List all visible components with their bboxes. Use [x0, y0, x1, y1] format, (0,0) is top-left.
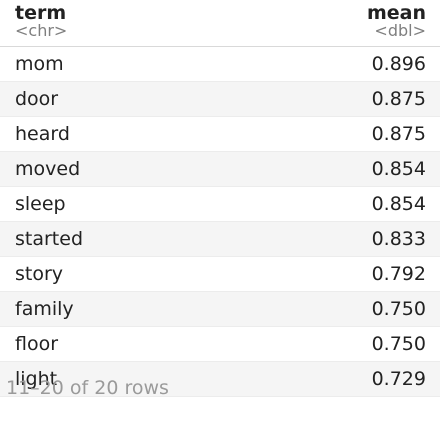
cell-mean: 0.729 [371, 368, 426, 390]
cell-mean: 0.854 [371, 158, 426, 180]
cell-mean: 0.875 [371, 123, 426, 145]
cell-term: story [15, 263, 64, 285]
table-header: term <chr> mean <dbl> [0, 0, 440, 47]
rows-info: 11–20 of 20 rows [6, 377, 169, 399]
cell-mean: 0.854 [371, 193, 426, 215]
cell-term: moved [15, 158, 81, 180]
cell-mean: 0.792 [371, 263, 426, 285]
table-body: mom 0.896 door 0.875 heard 0.875 moved 0… [0, 47, 440, 397]
table-row: sleep 0.854 [0, 187, 440, 222]
cell-term: door [15, 88, 59, 110]
data-table: term <chr> mean <dbl> mom 0.896 door 0.8… [0, 0, 440, 397]
cell-mean: 0.896 [371, 53, 426, 75]
table-row: started 0.833 [0, 222, 440, 257]
table-row: floor 0.750 [0, 327, 440, 362]
cell-term: started [15, 228, 84, 250]
column-type: <dbl> [374, 21, 426, 40]
table-row: family 0.750 [0, 292, 440, 327]
table-row: mom 0.896 [0, 47, 440, 82]
cell-term: family [15, 298, 74, 320]
column-header-mean[interactable]: mean <dbl> [367, 4, 426, 39]
column-header-term[interactable]: term <chr> [15, 4, 67, 39]
cell-term: light [15, 368, 58, 390]
table-row: heard 0.875 [0, 117, 440, 152]
table-row: light 0.729 [0, 362, 440, 397]
cell-mean: 0.875 [371, 88, 426, 110]
cell-mean: 0.750 [371, 298, 426, 320]
column-name: term [15, 2, 67, 24]
column-type: <chr> [15, 21, 68, 40]
cell-mean: 0.833 [371, 228, 426, 250]
cell-term: heard [15, 123, 70, 145]
cell-term: floor [15, 333, 59, 355]
cell-mean: 0.750 [371, 333, 426, 355]
table-row: story 0.792 [0, 257, 440, 292]
cell-term: sleep [15, 193, 66, 215]
table-row: door 0.875 [0, 82, 440, 117]
column-name: mean [366, 2, 426, 24]
table-row: moved 0.854 [0, 152, 440, 187]
cell-term: mom [15, 53, 64, 75]
